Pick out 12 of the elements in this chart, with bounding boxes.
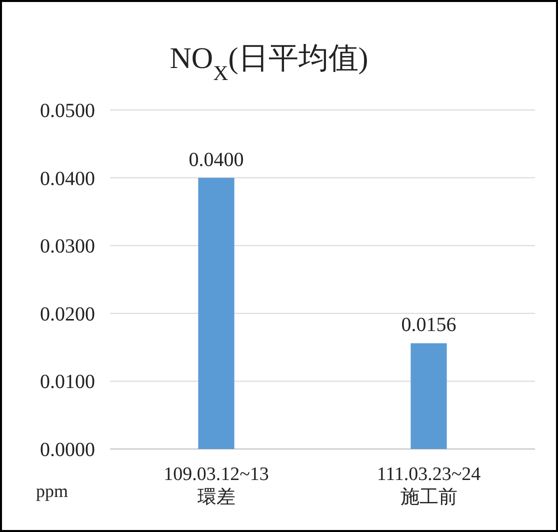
data-label: 0.0156	[401, 314, 456, 336]
chart-title: NO$_{X}$(日平均值)	[170, 42, 368, 85]
data-label: 0.0400	[188, 148, 244, 171]
y-tick-label: 0.0200	[40, 303, 95, 326]
y-tick-label: 0.0100	[40, 371, 95, 394]
y-tick-label: 0.0300	[40, 236, 95, 258]
y-tick-label: 0.0400	[40, 168, 95, 190]
x-tick-label: 109.03.12~13 環差	[164, 464, 269, 508]
y-axis-title: ppm	[36, 481, 68, 501]
x-tick-label: 111.03.23~24 施工前	[376, 464, 482, 508]
y-tick-label: 0.0000	[40, 439, 95, 461]
y-tick-label: 0.0500	[40, 100, 95, 122]
